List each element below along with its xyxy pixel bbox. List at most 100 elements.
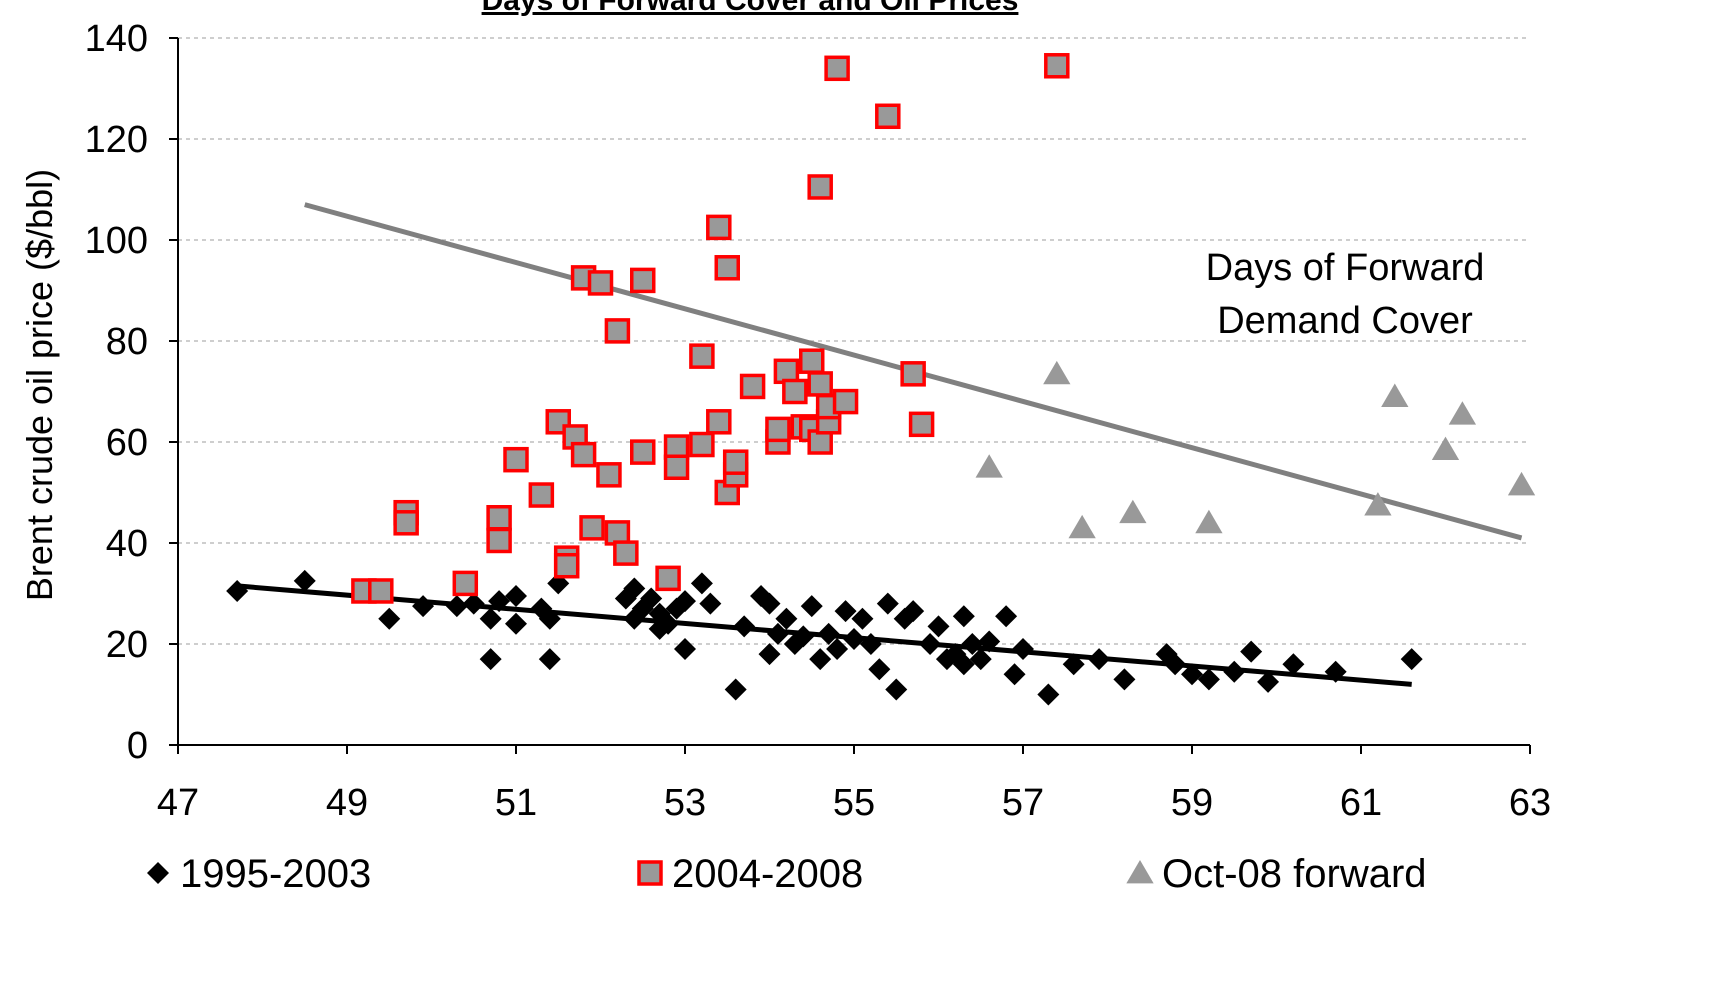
y-tick-label: 140: [85, 18, 148, 60]
x-tick-label: 47: [157, 782, 199, 824]
data-point: [706, 214, 732, 241]
data-point: [1381, 383, 1409, 407]
data-point: [1164, 653, 1187, 676]
legend-item: Oct-08 forward: [1126, 852, 1427, 896]
data-point: [293, 569, 316, 592]
data-point: [1003, 663, 1026, 686]
data-point: [1431, 436, 1460, 460]
data-point: [800, 595, 823, 618]
data-point: [674, 638, 696, 661]
annotation-line-2: Demand Cover: [1217, 300, 1473, 342]
data-point: [765, 416, 791, 443]
legend-label: 2004-2008: [672, 852, 863, 896]
legend-marker: [1126, 860, 1154, 884]
data-point: [674, 590, 696, 613]
x-tick-label: 57: [1002, 782, 1044, 824]
data-point: [596, 462, 622, 488]
data-point: [722, 449, 749, 475]
data-point: [1068, 514, 1096, 539]
data-point: [975, 454, 1003, 478]
data-point: [640, 587, 663, 610]
series-square: [351, 53, 1070, 604]
data-point: [368, 578, 394, 604]
series-triangle: [975, 360, 1536, 539]
data-point: [775, 607, 798, 630]
data-point: [714, 255, 740, 281]
data-point: [952, 653, 975, 676]
data-point: [832, 388, 859, 415]
data-point: [809, 648, 832, 671]
data-point: [505, 612, 527, 635]
x-tick-label: 55: [833, 782, 875, 824]
data-point: [1240, 640, 1263, 663]
data-point: [630, 267, 656, 294]
data-point: [1119, 499, 1147, 524]
legend-label: Oct-08 forward: [1162, 852, 1427, 896]
annotation-line-1: Days of Forward: [1206, 247, 1485, 289]
y-tick-label: 40: [106, 523, 148, 565]
x-tick-label: 53: [664, 782, 706, 824]
data-point: [851, 607, 874, 630]
data-point: [1113, 668, 1136, 691]
x-tick-label: 51: [495, 782, 537, 824]
data-point: [690, 572, 713, 595]
y-tick-label: 60: [106, 422, 148, 464]
legend-marker: [147, 862, 169, 884]
data-points: [226, 53, 1536, 706]
data-point: [1400, 648, 1423, 671]
data-point: [724, 678, 747, 701]
data-point: [479, 607, 502, 630]
y-tick-label: 0: [127, 725, 148, 767]
data-point: [868, 658, 891, 681]
data-point: [961, 633, 984, 655]
data-point: [1181, 663, 1203, 686]
data-point: [876, 592, 899, 615]
series-diamond: [226, 569, 1423, 706]
data-point: [553, 552, 580, 579]
data-point: [486, 527, 512, 554]
data-point: [1223, 660, 1246, 683]
data-point: [538, 648, 561, 671]
data-point: [604, 318, 631, 344]
y-tick-label: 120: [85, 119, 148, 161]
data-point: [817, 622, 840, 645]
data-point: [1037, 683, 1060, 706]
data-point: [919, 633, 942, 655]
x-tick-label: 61: [1340, 782, 1382, 824]
data-point: [978, 630, 1001, 653]
data-point: [699, 592, 722, 615]
data-point: [739, 373, 766, 400]
data-point: [782, 378, 808, 405]
data-point: [486, 505, 512, 531]
data-point: [995, 605, 1018, 628]
data-point: [1012, 638, 1034, 661]
legend: 1995-2003 2004-2008 Oct-08 forward: [147, 852, 1427, 896]
data-point: [758, 643, 781, 666]
gridlines: [178, 37, 1530, 645]
data-point: [1197, 668, 1220, 691]
data-point: [445, 595, 468, 618]
data-point: [479, 648, 502, 671]
data-point: [1364, 492, 1392, 516]
data-point: [503, 446, 529, 473]
data-point: [623, 577, 646, 600]
data-point: [570, 441, 597, 468]
data-point: [834, 600, 857, 623]
data-point: [1448, 401, 1477, 425]
data-point: [792, 625, 815, 648]
data-point: [902, 600, 925, 623]
data-point: [766, 622, 789, 645]
data-point: [689, 431, 715, 458]
data-point: [1257, 670, 1280, 693]
data-point: [799, 348, 825, 374]
data-point: [1282, 653, 1305, 676]
data-point: [859, 633, 882, 655]
data-point: [927, 615, 950, 638]
data-point: [1062, 653, 1085, 676]
legend-item: 1995-2003: [147, 852, 371, 896]
data-point: [505, 585, 527, 608]
legend-marker: [637, 860, 663, 886]
data-point: [538, 607, 561, 630]
data-point: [579, 515, 605, 541]
